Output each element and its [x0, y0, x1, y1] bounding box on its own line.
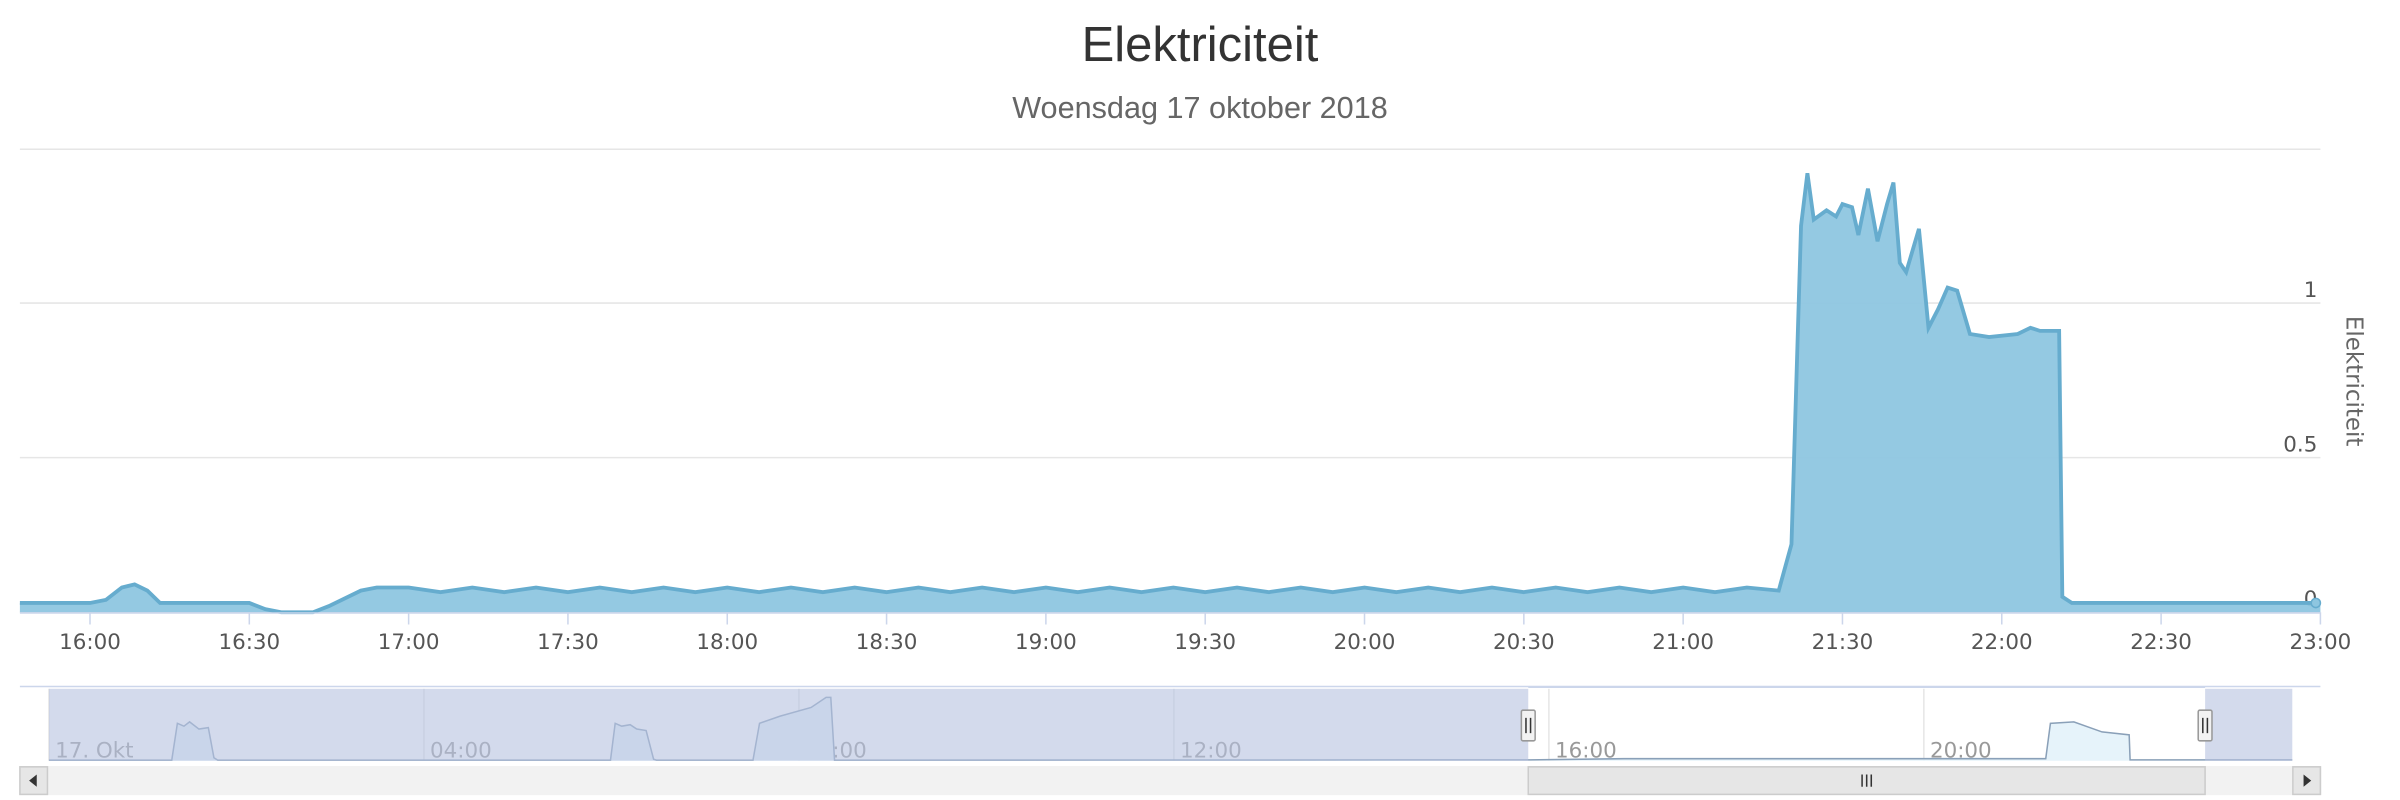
y-tick-label: 1	[2304, 278, 2318, 303]
x-tick-label: 20:00	[1334, 630, 1396, 655]
x-tick-label: 21:30	[1812, 630, 1874, 655]
scrollbar-right-arrow	[2303, 774, 2312, 787]
y-axis-title: Elektriciteit	[2340, 316, 2366, 447]
chart-title: Elektriciteit	[1082, 18, 1319, 72]
x-tick-label: 19:00	[1015, 630, 1077, 655]
last-point-marker	[2310, 597, 2322, 609]
x-tick-label: 22:00	[1971, 630, 2033, 655]
x-tick-label: 22:30	[2130, 630, 2192, 655]
x-tick-label: 18:30	[856, 630, 918, 655]
x-tick-label: 20:30	[1493, 630, 1555, 655]
x-tick-label: 18:00	[696, 630, 758, 655]
x-tick-label: 16:30	[218, 630, 280, 655]
area-series	[19, 173, 2321, 613]
navigator-mask-left	[48, 688, 1529, 761]
navigator-handle[interactable]	[1520, 709, 1536, 742]
x-tick-label: 17:30	[537, 630, 599, 655]
scrollbar-left-arrow	[29, 774, 37, 787]
series-line	[19, 172, 2321, 615]
chart-subtitle: Woensdag 17 oktober 2018	[1012, 91, 1388, 125]
x-tick-label: 19:30	[1174, 630, 1236, 655]
y-tick-label: 0.5	[2283, 433, 2317, 458]
x-tick-label: 21:00	[1652, 630, 1714, 655]
x-tick-label: 23:00	[2290, 630, 2352, 655]
navigator-series	[48, 697, 2293, 761]
navigator-mask-right	[2205, 688, 2293, 761]
x-tick-label: 17:00	[378, 630, 440, 655]
navigator-handle[interactable]	[2197, 709, 2213, 742]
x-tick-label: 16:00	[59, 630, 121, 655]
